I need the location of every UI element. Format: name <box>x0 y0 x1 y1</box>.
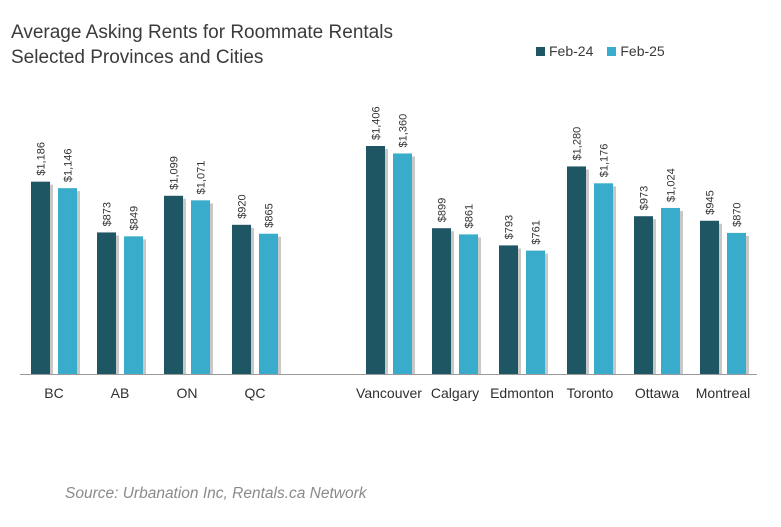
bar-feb25-bc <box>58 188 77 374</box>
data-label-feb24-ottawa: $973 <box>639 186 651 210</box>
bar-feb24-edmonton <box>499 245 518 374</box>
bar-feb24-bc <box>31 181 50 374</box>
category-label-ottawa: Ottawa <box>635 385 680 401</box>
category-label-montreal: Montreal <box>696 385 750 401</box>
bar-feb25-ottawa <box>661 207 680 374</box>
source-note: Source: Urbanation Inc, Rentals.ca Netwo… <box>65 485 367 502</box>
bar-feb25-vancouver <box>393 153 412 374</box>
bar-feb25-edmonton <box>526 250 545 374</box>
bar-feb25-qc <box>259 233 278 374</box>
bar-feb24-ab <box>97 232 116 374</box>
data-label-feb25-montreal: $870 <box>732 202 744 226</box>
data-label-feb24-ab: $873 <box>102 202 114 226</box>
category-label-calgary: Calgary <box>431 385 479 401</box>
chart-title-line-1: Average Asking Rents for Roommate Rental… <box>11 22 393 43</box>
legend-label-feb24: Feb-24 <box>549 43 594 59</box>
data-label-feb25-qc: $865 <box>264 203 276 227</box>
data-label-feb24-calgary: $899 <box>437 198 449 222</box>
bar-feb24-montreal <box>700 220 719 374</box>
category-label-toronto: Toronto <box>567 385 614 401</box>
data-label-feb24-on: $1,099 <box>169 156 181 190</box>
chart-legend: Feb-24 Feb-25 <box>536 43 679 59</box>
bar-feb24-vancouver <box>366 146 385 374</box>
bar-feb25-montreal <box>727 232 746 374</box>
data-label-feb24-vancouver: $1,406 <box>371 106 383 140</box>
category-label-vancouver: Vancouver <box>356 385 422 401</box>
category-label-qc: QC <box>245 385 266 401</box>
chart-title: Average Asking Rents for Roommate Rental… <box>11 20 393 70</box>
data-label-feb25-edmonton: $761 <box>531 220 543 244</box>
category-label-bc: BC <box>44 385 63 401</box>
data-label-feb25-bc: $1,146 <box>63 149 75 183</box>
bar-feb25-on <box>191 200 210 374</box>
bar-feb25-ab <box>124 236 143 374</box>
data-label-feb25-ottawa: $1,024 <box>666 168 678 202</box>
data-label-feb25-vancouver: $1,360 <box>398 114 410 148</box>
bar-feb25-calgary <box>459 234 478 374</box>
legend-swatch-feb25 <box>607 46 617 56</box>
data-label-feb24-bc: $1,186 <box>36 142 48 176</box>
category-label-on: ON <box>177 385 198 401</box>
bar-feb24-calgary <box>432 228 451 374</box>
bar-feb24-ottawa <box>634 216 653 374</box>
data-label-feb25-toronto: $1,176 <box>599 144 611 178</box>
bar-feb24-qc <box>232 224 251 374</box>
data-label-feb24-qc: $920 <box>237 194 249 218</box>
data-label-feb25-calgary: $861 <box>464 204 476 228</box>
chart-title-line-2: Selected Provinces and Cities <box>11 47 264 68</box>
data-label-feb24-edmonton: $793 <box>504 215 516 239</box>
data-label-feb25-ab: $849 <box>129 206 141 230</box>
data-label-feb24-toronto: $1,280 <box>572 127 584 161</box>
bar-feb24-toronto <box>567 166 586 374</box>
category-label-ab: AB <box>111 385 130 401</box>
category-label-edmonton: Edmonton <box>490 385 554 401</box>
legend-label-feb25: Feb-25 <box>620 43 665 59</box>
bar-feb24-on <box>164 195 183 374</box>
legend-item-feb25: Feb-25 <box>607 43 665 59</box>
legend-swatch-feb24 <box>536 46 545 56</box>
data-label-feb25-on: $1,071 <box>196 161 208 195</box>
data-label-feb24-montreal: $945 <box>705 190 717 214</box>
legend-item-feb24: Feb-24 <box>536 43 593 59</box>
bar-feb25-toronto <box>594 183 613 374</box>
